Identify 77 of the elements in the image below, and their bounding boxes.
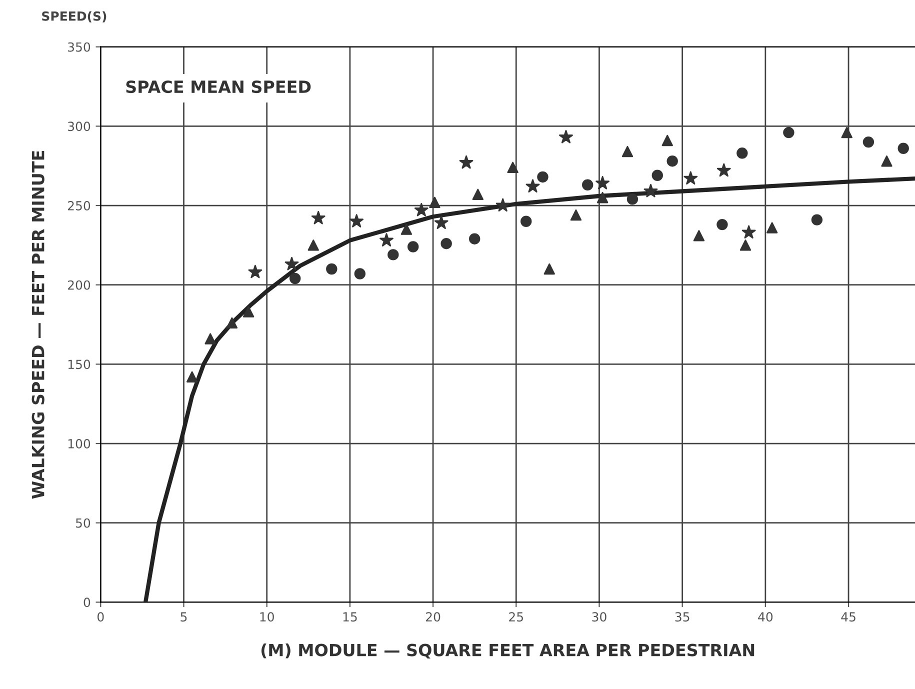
y-tick-label: 200 [68,280,90,290]
point [407,241,419,252]
point [662,134,673,146]
x-tick-label: 35 [675,612,690,622]
point [736,148,748,159]
point [841,126,852,138]
point [898,142,909,154]
point [434,216,448,229]
point [388,249,399,260]
point [684,171,698,185]
point [248,264,262,278]
point [354,268,366,280]
x-tick-label: 30 [592,612,606,622]
point [622,146,634,158]
point [414,202,428,216]
y-tick-label: 350 [68,42,90,52]
point [862,136,874,148]
x-tick-label: 15 [343,612,357,622]
point [400,224,412,235]
point [526,179,540,193]
point [308,240,319,251]
x-tick-label: 45 [841,612,856,622]
point [472,188,484,200]
x-tick-label: 5 [180,612,187,622]
x-tick-label: 40 [758,612,773,622]
point [440,238,452,250]
point [326,263,338,275]
point [242,306,254,318]
point [544,263,555,275]
y-tick-label: 300 [68,122,90,132]
point [652,170,664,181]
text: SPACE MEAN SPEED [126,80,311,94]
point [289,272,301,284]
point [740,240,752,251]
text: SPEED(S) [42,11,106,22]
point [716,218,728,230]
x-tick-label: 0 [98,612,104,622]
point [596,192,608,204]
point [429,196,440,208]
point [596,176,610,190]
point [811,214,823,226]
point [459,155,474,169]
point [537,171,548,183]
point [380,233,394,246]
point [626,194,638,205]
point [507,162,518,174]
point [742,225,756,239]
point [186,371,198,382]
point [666,155,678,167]
x-tick-label: 10 [260,612,274,622]
point [582,179,594,190]
y-tick-label: 50 [76,518,90,528]
point [311,210,326,224]
point [496,198,510,212]
x-tick-label: 20 [426,612,440,622]
point [226,317,238,329]
point [350,214,364,228]
line-series [143,176,915,602]
y-axis-title: WALKING SPEED — FEET PER MINUTE [32,151,44,499]
point [284,256,299,270]
x-tick-label: 25 [509,612,523,622]
point [468,233,480,244]
point [693,230,705,242]
point [644,184,658,198]
point [716,163,731,177]
point [520,216,532,227]
y-tick-label: 0 [84,598,90,608]
y-tick-label: 250 [68,200,90,210]
point [204,333,216,344]
x-axis-title: (M) MODULE — SQUARE FEET AREA PER PEDESTRIAN [261,643,754,659]
point [783,126,794,138]
point [559,130,573,144]
y-tick-label: 150 [68,360,90,370]
point [570,209,582,221]
point [881,155,892,167]
point [766,222,778,234]
y-tick-label: 100 [68,438,90,448]
